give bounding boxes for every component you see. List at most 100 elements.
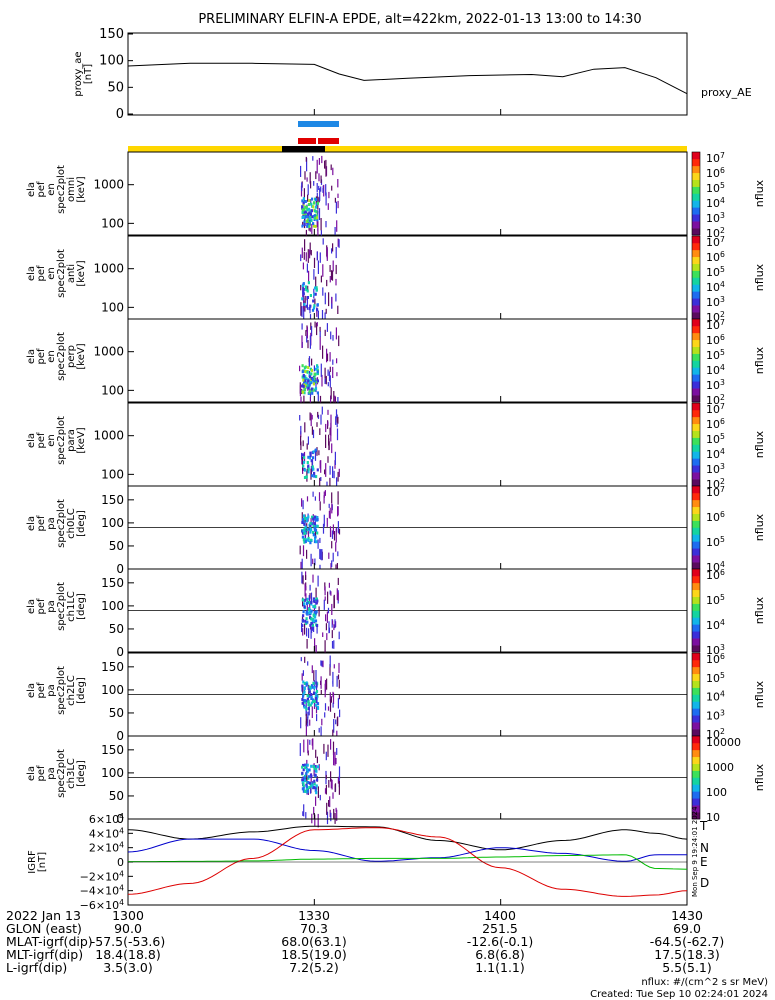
spec-pixel — [306, 335, 308, 343]
colorbar-tick-label: 10 — [706, 811, 720, 824]
spec-pixel — [306, 789, 309, 793]
colorbar-tick-label: 106 — [706, 510, 725, 524]
spec-pixel — [306, 461, 309, 464]
spec-pixel — [336, 563, 338, 573]
spec-pixel — [336, 220, 338, 232]
spec-pixel — [311, 465, 314, 469]
spec-pixel — [302, 282, 305, 286]
colorbar-segment — [692, 444, 700, 452]
spec-pixel — [318, 764, 320, 771]
status-bar-yellow — [128, 146, 687, 152]
spec-pixel — [307, 281, 310, 285]
spec-pixel — [316, 625, 318, 634]
panel-ylabel-line: spec2plot — [56, 249, 67, 298]
spec-pixel — [306, 788, 309, 792]
y-tick-label: 100 — [101, 683, 124, 697]
spec-pixel — [326, 678, 328, 690]
spec-pixel — [324, 596, 326, 601]
spec-pixel — [308, 595, 310, 600]
colorbar-tick-label: 105 — [706, 265, 725, 279]
panel-ylabel-line: omni — [66, 177, 77, 202]
spec-pixel — [315, 288, 318, 292]
spec-pixel — [307, 527, 310, 531]
spec-pixel — [332, 692, 335, 704]
colorbar-segment — [692, 172, 700, 180]
spec-pixel — [315, 784, 318, 788]
spec-pixel — [303, 308, 305, 322]
spec-pixel — [336, 417, 338, 423]
spec-pixel — [314, 216, 317, 220]
spec-pixel — [307, 711, 309, 719]
colorbar-segment — [692, 666, 700, 675]
spec-pixel — [335, 542, 337, 552]
panel-ylabel-line: pef — [36, 348, 47, 365]
spec-pixel — [330, 395, 332, 406]
spec-pixel — [300, 441, 302, 450]
colorbar-tick-label: 105 — [706, 432, 725, 446]
spec-pixel — [329, 526, 332, 538]
colorbar-frame — [691, 735, 701, 820]
spec-pixel — [301, 529, 304, 533]
y-tick-label: 100 — [101, 216, 124, 230]
colorbar-tick-label: 104 — [706, 618, 725, 632]
spec-pixel — [304, 656, 306, 663]
colorbar-segment — [692, 395, 700, 403]
spec-pixel — [312, 558, 314, 565]
spec-pixel — [324, 712, 326, 718]
colorbar-segment — [692, 506, 700, 514]
spec-pixel — [301, 216, 304, 219]
spec-pixel — [310, 202, 313, 206]
spec-pixel — [305, 710, 307, 716]
spec-pixel — [328, 800, 330, 807]
colorbar-segment — [692, 298, 700, 306]
spec-pixel — [318, 727, 320, 733]
spec-pixel — [319, 548, 321, 559]
spec-pixel — [319, 477, 321, 489]
spec-pixel — [333, 808, 335, 819]
colorbar-segment — [692, 798, 700, 806]
spec-pixel — [307, 716, 309, 727]
spec-pixel — [313, 600, 316, 604]
spec-pixel — [332, 741, 335, 755]
spec-pixel — [313, 782, 316, 786]
colorbar-label: nflux — [753, 763, 766, 791]
spec-pixel — [326, 481, 328, 489]
panel-ylabel-line: en — [46, 183, 57, 196]
spec-pixel — [330, 387, 332, 400]
spec-pixel — [315, 681, 318, 685]
spec-pixel — [317, 539, 319, 549]
spec-pixel — [312, 491, 314, 497]
spec-pixel — [302, 221, 304, 227]
spectrogram-pixels — [300, 655, 341, 743]
spec-pixel — [299, 545, 301, 555]
spec-pixel — [306, 296, 309, 299]
panel-ylabel-line: [keV] — [76, 343, 87, 369]
ephem-value: 18.5(19.0) — [281, 947, 346, 962]
spec-pixel — [301, 284, 304, 288]
spec-pixel — [316, 391, 319, 395]
y-tick-label: 150 — [101, 493, 124, 507]
spec-pixel — [304, 789, 307, 793]
created-note: Created: Tue Sep 10 02:24:01 2024 — [590, 989, 768, 1000]
colorbar-segment — [692, 645, 700, 653]
spec-pixel — [309, 538, 313, 542]
spec-pixel — [337, 238, 339, 247]
spec-pixel — [313, 702, 316, 709]
spec-pixel — [306, 326, 308, 339]
spec-pixel — [311, 665, 313, 674]
panel-ylabel-line: ela — [26, 349, 37, 364]
spec-pixel — [314, 537, 317, 540]
spec-pixel — [309, 294, 312, 297]
y-tick-label: 50 — [109, 622, 124, 636]
spec-pixel — [327, 607, 330, 614]
spec-pixel — [317, 260, 319, 274]
spec-pixel — [324, 329, 326, 336]
spec-pixel — [338, 528, 341, 535]
panel-ylabel-line: spec2plot — [56, 666, 67, 715]
spec-pixel — [309, 227, 311, 232]
spec-pixel — [317, 394, 319, 402]
spec-pixel — [316, 778, 319, 782]
